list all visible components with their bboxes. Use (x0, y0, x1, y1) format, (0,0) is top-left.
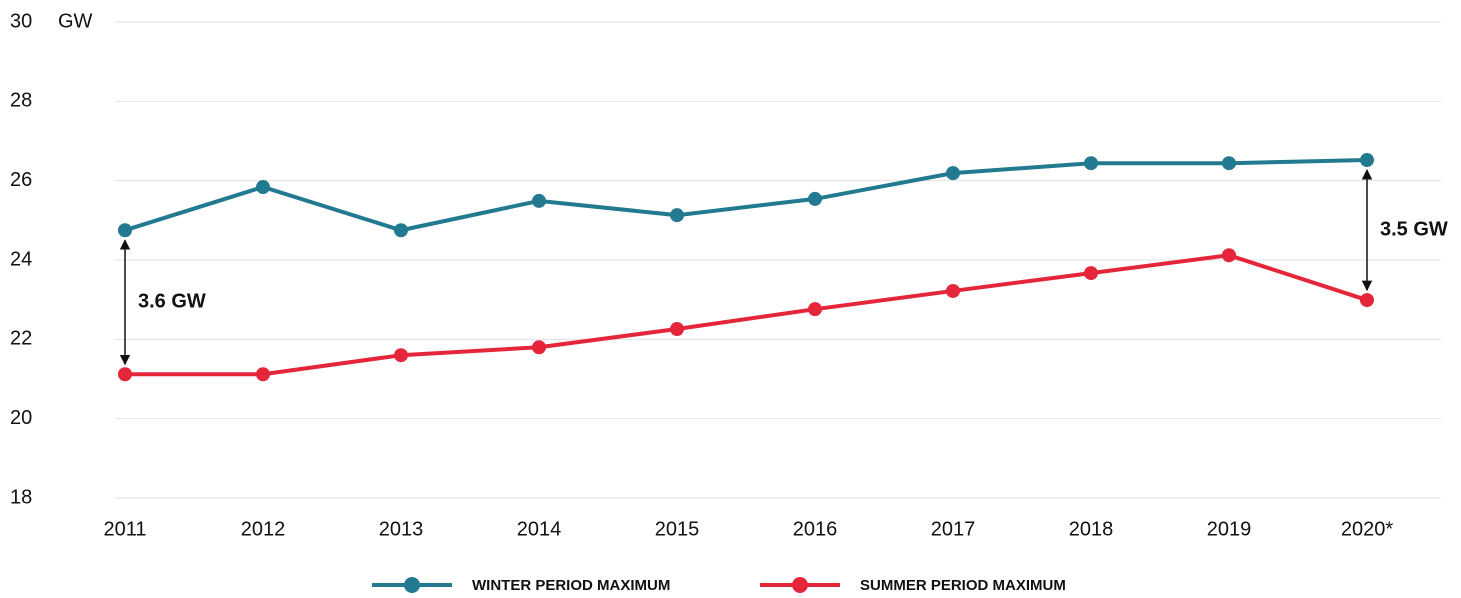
data-point (1222, 248, 1236, 263)
data-point (118, 223, 132, 238)
data-point (394, 223, 408, 238)
data-point (1084, 156, 1098, 171)
data-point (532, 193, 546, 208)
x-tick-label: 2018 (1069, 518, 1114, 540)
legend-marker (792, 577, 808, 593)
y-tick-label: 30 (10, 10, 32, 32)
legend-item: SUMMER PERIOD MAXIMUM (760, 577, 1066, 594)
data-point (808, 302, 822, 317)
x-tick-label: 2014 (517, 518, 562, 540)
y-tick-label: 24 (10, 248, 32, 270)
y-tick-label: 26 (10, 169, 32, 191)
x-tick-label: 2012 (241, 518, 286, 540)
y-tick-label: 22 (10, 328, 32, 350)
legend-item: WINTER PERIOD MAXIMUM (372, 577, 670, 594)
x-tick-label: 2019 (1207, 518, 1252, 540)
data-point (532, 340, 546, 355)
data-point (1222, 156, 1236, 171)
legend-label: SUMMER PERIOD MAXIMUM (860, 577, 1066, 594)
data-point (256, 180, 270, 195)
data-point (946, 283, 960, 298)
annotation: 3.6 GW (138, 291, 206, 313)
x-tick-label: 2016 (793, 518, 838, 540)
data-point (1084, 266, 1098, 281)
legend-label: WINTER PERIOD MAXIMUM (472, 577, 670, 594)
legend-marker (404, 577, 420, 593)
data-point (118, 367, 132, 382)
x-tick-label: 2020* (1341, 518, 1393, 540)
data-point (670, 322, 684, 337)
series-line (125, 253, 1368, 377)
data-point (670, 208, 684, 223)
x-tick-label: 2013 (379, 518, 424, 540)
y-tick-label: 20 (10, 407, 32, 429)
data-point (394, 348, 408, 363)
x-tick-label: 2015 (655, 518, 700, 540)
x-tick-label: 2017 (931, 518, 976, 540)
y-axis-label: GW (58, 10, 93, 32)
data-point (256, 367, 270, 382)
annotation: 3.5 GW (1380, 218, 1448, 240)
series-line (124, 158, 1368, 233)
data-point (1360, 153, 1374, 168)
y-tick-label: 28 (10, 90, 32, 112)
data-point (1360, 293, 1374, 308)
y-tick-label: 18 (10, 486, 32, 508)
data-point (808, 191, 822, 206)
data-point (946, 166, 960, 181)
x-tick-label: 2011 (103, 518, 146, 540)
